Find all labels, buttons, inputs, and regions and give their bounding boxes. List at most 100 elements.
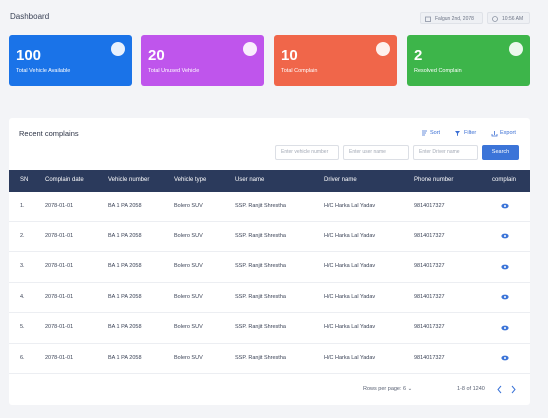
stat-label: Total Complain [281,68,318,74]
stat-value: 20 [148,47,165,64]
view-complain[interactable] [501,355,509,361]
stat-icon [509,42,523,56]
stat-label: Total Unused Vehicle [148,68,200,74]
column-header: complain [492,177,517,183]
export-icon [491,131,498,137]
table-cell: Bolero SUV [174,354,203,361]
eye-pupil [504,265,506,268]
user-name-input[interactable]: Enter user name [343,145,409,160]
row-divider [9,312,530,314]
filter-action[interactable]: Filter [464,130,477,136]
next-page[interactable] [511,385,516,394]
table-cell: SSP. Ranjit Shrestha [235,293,286,300]
column-header: Vehicle number [108,177,150,183]
table-cell: 2078-01-01 [45,324,74,331]
table-cell: 2078-01-01 [45,232,74,239]
view-complain[interactable] [501,264,509,270]
table-cell: 9814017327 [414,263,445,270]
table-cell: Bolero SUV [174,324,203,331]
stat-icon [376,42,390,56]
column-header: User name [235,177,265,183]
table-cell: Bolero SUV [174,293,203,300]
table-cell: H/C Harka Lal Yadav [324,324,376,331]
time-text: 10:56 AM [502,16,524,22]
stat-label: Resolved Complain [414,68,462,74]
table-cell: H/C Harka Lal Yadav [324,232,376,239]
table-cell: SSP. Ranjit Shrestha [235,202,286,209]
page-title: Dashboard [10,12,50,21]
eye-pupil [504,235,506,238]
stat-icon [243,42,257,56]
rows-per-page[interactable]: Rows per page: 6 ⌄ [363,386,413,392]
table-cell: 2. [20,232,25,239]
sort-icon [422,130,427,136]
table-cell: BA 1 PA 2058 [108,293,142,300]
table-cell: 9814017327 [414,202,445,209]
table-cell: 2078-01-01 [45,263,74,270]
table-cell: BA 1 PA 2058 [108,354,142,361]
table-cell: H/C Harka Lal Yadav [324,263,376,270]
vehicle-number-input[interactable]: Enter vehicle number [275,145,339,160]
stat-value: 10 [281,47,298,64]
column-header: SN [20,177,29,183]
rows-per-page-text: Rows per page: 6 [363,386,407,392]
eye-pupil [504,296,506,299]
export-action[interactable]: Export [500,130,516,136]
table-cell: 2078-01-01 [45,354,74,361]
driver-name-input[interactable]: Enter Driver name [413,145,478,160]
time-chip: 10:56 AM [487,12,530,24]
table-cell: 9814017327 [414,293,445,300]
table-cell: Bolero SUV [174,263,203,270]
clock-icon [492,16,498,22]
stat-value: 100 [16,47,42,64]
column-header: Driver name [324,177,357,183]
table-cell: 3. [20,263,25,270]
search-button[interactable]: Search [482,145,519,160]
table-cell: 9814017327 [414,232,445,239]
table-header [9,170,530,192]
table-cell: 2078-01-01 [45,293,74,300]
action-icons [422,130,498,137]
stat-card: 20 Total Unused Vehicle [141,35,264,86]
table-cell: 9814017327 [414,324,445,331]
table-cell: Bolero SUV [174,232,203,239]
column-header: Phone number [414,177,454,183]
table-cell: SSP. Ranjit Shrestha [235,263,286,270]
filter-icon [455,131,460,136]
view-complain[interactable] [501,325,509,331]
row-divider [9,281,530,283]
page-range: 1-8 of 1240 [457,386,485,392]
prev-page[interactable] [497,385,502,394]
table-cell: BA 1 PA 2058 [108,263,142,270]
table-cell: 2078-01-01 [45,202,74,209]
table-cell: 5. [20,324,25,331]
date-text: Falgun 2nd, 2078 [435,16,474,22]
table-cell: Bolero SUV [174,202,203,209]
stat-value: 2 [414,47,423,64]
table-cell: 1. [20,202,25,209]
column-header: Vehicle type [174,177,207,183]
calendar-icon [425,16,431,22]
row-divider [9,221,530,222]
table-cell: 4. [20,293,25,300]
row-divider [9,373,530,374]
view-complain[interactable] [501,233,509,239]
table-cell: H/C Harka Lal Yadav [324,202,376,209]
table-cell: H/C Harka Lal Yadav [324,354,376,361]
stat-card: 10 Total Complain [274,35,397,86]
table-cell: BA 1 PA 2058 [108,324,142,331]
sort-action[interactable]: Sort [430,130,441,136]
date-chip: Falgun 2nd, 2078 [420,12,483,24]
view-complain[interactable] [501,203,509,209]
table-cell: BA 1 PA 2058 [108,232,142,239]
table-cell: 9814017327 [414,354,445,361]
panel-title: Recent complains [19,129,79,138]
eye-pupil [504,357,506,359]
view-complain[interactable] [501,294,509,300]
table-cell: SSP. Ranjit Shrestha [235,232,286,239]
table-cell: 6. [20,354,25,361]
complains-panel [9,118,530,405]
table-cell: H/C Harka Lal Yadav [324,293,376,300]
stat-label: Total Vehicle Available [16,68,71,74]
stat-card: 2 Resolved Complain [407,35,530,86]
